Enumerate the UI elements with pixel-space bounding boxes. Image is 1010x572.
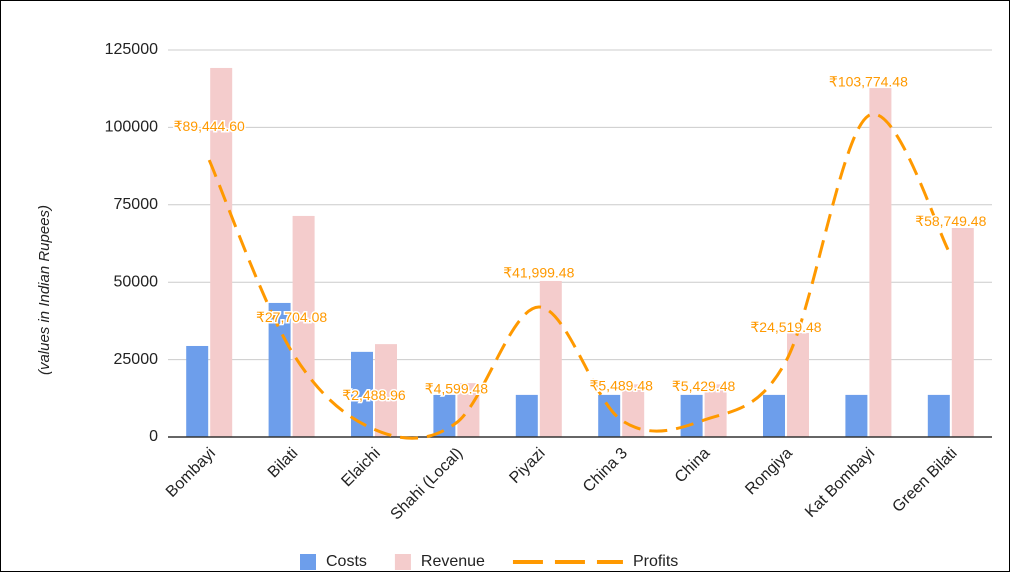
bar <box>763 394 785 437</box>
data-label: ₹24,519.48 <box>750 319 821 335</box>
bar <box>951 228 974 437</box>
legend-label: Revenue <box>421 553 485 570</box>
data-label: ₹5,429.48 <box>672 378 736 394</box>
bar <box>704 384 727 437</box>
y-tick-label: 125000 <box>105 41 158 58</box>
bar <box>680 394 703 437</box>
y-tick-label: 50000 <box>114 273 159 290</box>
y-tick-label: 0 <box>149 428 158 445</box>
bar <box>457 383 480 437</box>
bar <box>598 394 621 437</box>
data-label: ₹103,774.48 <box>829 73 908 89</box>
bar <box>186 345 209 437</box>
data-label: ₹41,999.48 <box>503 265 574 281</box>
bar <box>433 394 456 437</box>
bar <box>927 394 950 437</box>
data-label: ₹5,489.48 <box>589 378 653 394</box>
bar <box>845 394 868 437</box>
bar <box>787 332 809 437</box>
legend-swatch <box>300 554 316 570</box>
y-tick-label: 75000 <box>114 196 159 213</box>
profit-line <box>207 112 953 440</box>
bar <box>292 215 315 437</box>
data-label: ₹27,704.08 <box>256 309 327 325</box>
bar <box>869 88 892 437</box>
data-label: ₹58,749.48 <box>915 213 986 229</box>
bar <box>539 280 562 437</box>
bar <box>210 67 233 438</box>
bar <box>268 302 291 437</box>
data-label: ₹89,444.60 <box>174 118 245 134</box>
y-axis-title: (values in Indian Rupees) <box>36 205 53 375</box>
data-label: ₹4,599.48 <box>425 380 489 396</box>
y-tick-label: 25000 <box>114 351 159 368</box>
y-tick-label: 100000 <box>105 119 158 136</box>
bar <box>515 394 538 437</box>
bar <box>375 344 397 437</box>
legend-swatch <box>394 554 411 570</box>
legend-label: Costs <box>326 553 367 570</box>
data-label: ₹2,488.96 <box>342 387 406 403</box>
bar <box>351 351 373 437</box>
legend-label: Profits <box>633 553 678 570</box>
